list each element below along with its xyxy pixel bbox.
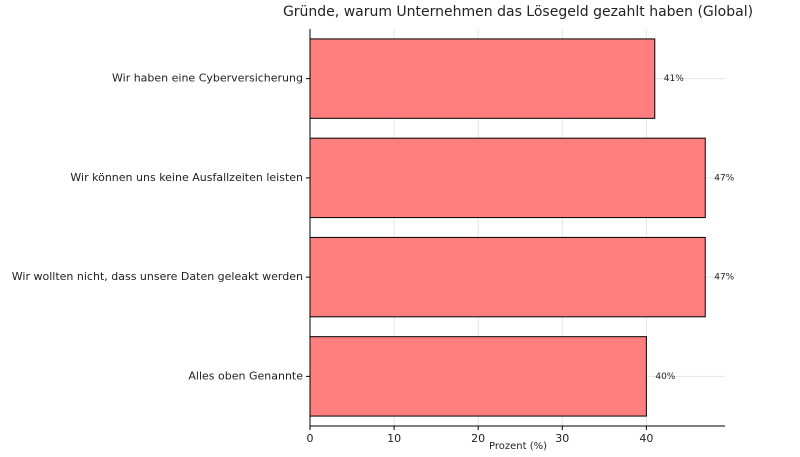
value-label: 40% — [655, 372, 675, 382]
x-tick-label: 40 — [639, 432, 653, 445]
x-tick-label: 20 — [471, 432, 485, 445]
y-tick-label: Wir wollten nicht, dass unsere Daten gel… — [12, 270, 303, 283]
chart-title: Gründe, warum Unternehmen das Lösegeld g… — [283, 4, 753, 20]
y-tick-label: Wir haben eine Cyberversicherung — [112, 72, 303, 85]
bar — [309, 137, 706, 219]
x-tick-label: 0 — [307, 432, 314, 445]
x-tick-label: 30 — [555, 432, 569, 445]
value-label: 41% — [664, 74, 684, 84]
x-tick-label: 10 — [387, 432, 401, 445]
bar — [309, 38, 656, 119]
y-tick-label: Alles oben Genannte — [188, 369, 303, 382]
value-label: 47% — [714, 173, 734, 183]
bar — [309, 336, 647, 417]
y-tick-label: Wir können uns keine Ausfallzeiten leist… — [70, 171, 303, 184]
value-label: 47% — [714, 273, 734, 283]
x-axis-label: Prozent (%) — [489, 441, 547, 452]
bar — [309, 236, 706, 318]
